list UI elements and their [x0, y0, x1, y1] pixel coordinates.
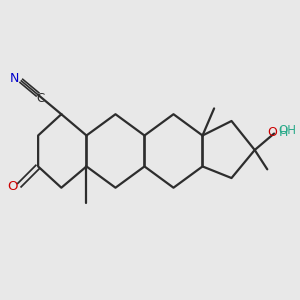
Text: C: C	[36, 92, 44, 105]
Text: H: H	[279, 126, 288, 139]
Text: N: N	[10, 72, 20, 85]
Text: OH: OH	[278, 124, 296, 137]
Text: O: O	[8, 180, 18, 193]
Text: O: O	[267, 126, 277, 139]
